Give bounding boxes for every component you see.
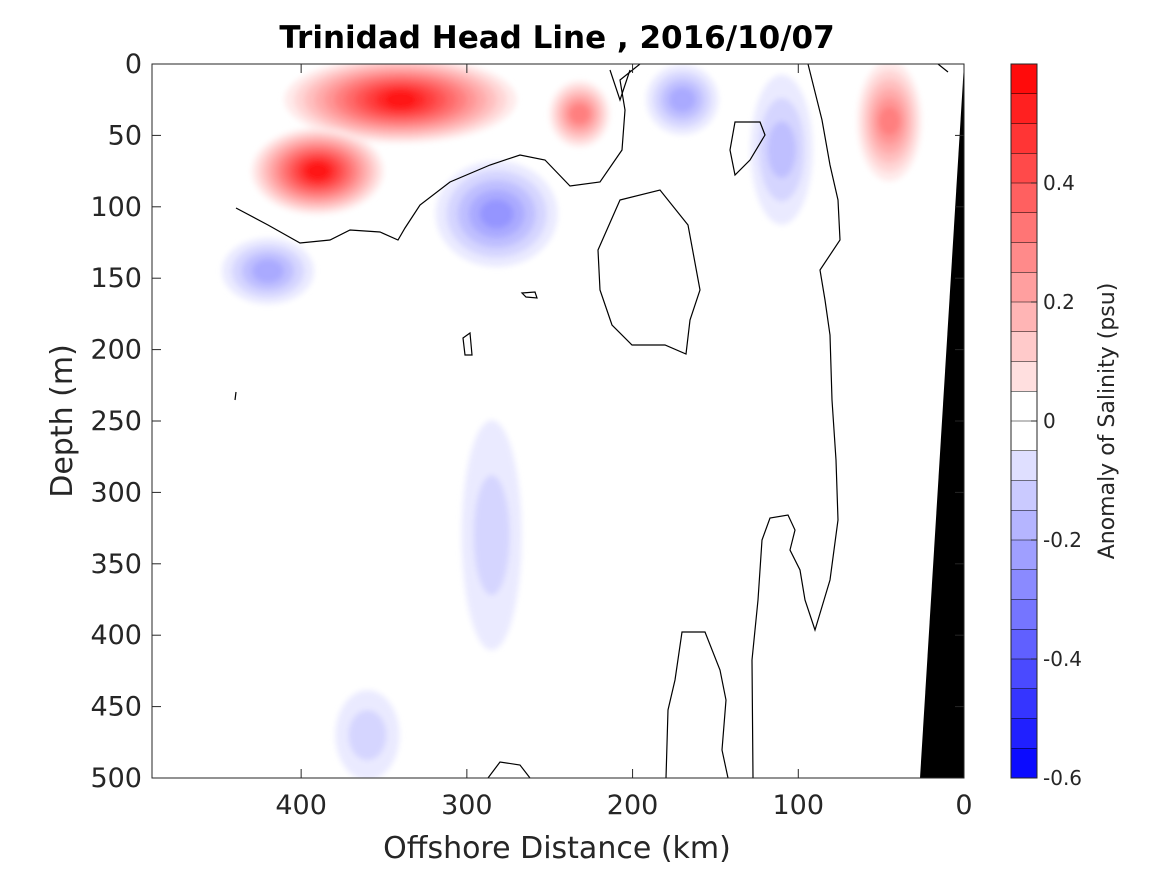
colorbar-swatch	[1011, 569, 1037, 600]
x-axis: 400 300 200 100 0	[275, 64, 973, 821]
colorbar-swatch	[1011, 391, 1037, 422]
anomaly-patch	[348, 710, 387, 761]
colorbar-tick-label: 0	[1043, 409, 1056, 433]
y-tick-label: 150	[90, 263, 142, 294]
zero-contour	[597, 189, 701, 355]
x-tick-label: 0	[955, 790, 972, 821]
colorbar-swatch	[1011, 242, 1037, 273]
x-axis-label: Offshore Distance (km)	[383, 831, 731, 866]
y-tick-label: 50	[108, 120, 142, 151]
colorbar-tick-label: 0.4	[1043, 171, 1075, 195]
y-tick-label: 350	[90, 549, 142, 580]
colorbar-swatch	[1011, 450, 1037, 481]
y-tick-label: 250	[90, 406, 142, 437]
colorbar-swatch	[1011, 480, 1037, 511]
anomaly-patch	[479, 199, 514, 229]
zero-contour	[937, 64, 949, 73]
plot-area	[152, 64, 964, 778]
colorbar-swatch	[1011, 123, 1037, 154]
y-tick-label: 400	[90, 620, 142, 651]
zero-contour	[235, 64, 641, 244]
colorbar-swatch	[1011, 153, 1037, 184]
zero-contour	[487, 761, 531, 778]
colorbar-tick-label: 0.2	[1043, 290, 1075, 314]
colorbar	[1010, 63, 1038, 779]
colorbar-swatch	[1011, 212, 1037, 243]
colorbar-swatch	[1011, 659, 1037, 690]
x-tick-label: 300	[441, 790, 493, 821]
anomaly-patch	[306, 162, 330, 180]
y-tick-label: 300	[90, 477, 142, 508]
colorbar-swatch	[1011, 331, 1037, 362]
colorbar-tick-label: -0.6	[1043, 766, 1082, 790]
anomaly-patch	[767, 121, 797, 179]
anomaly-patch	[668, 87, 696, 113]
colorbar-swatch	[1011, 599, 1037, 630]
x-tick-label: 200	[607, 790, 659, 821]
anomaly-patch	[879, 106, 900, 136]
x-tick-label: 400	[275, 790, 327, 821]
colorbar-tick-label: -0.4	[1043, 647, 1082, 671]
anomaly-field	[222, 64, 922, 778]
seafloor-bathymetry	[920, 64, 964, 778]
y-tick-label: 100	[90, 192, 142, 223]
colorbar-swatch	[1011, 718, 1037, 749]
colorbar-swatch	[1011, 540, 1037, 571]
zero-contour	[665, 631, 729, 778]
colorbar-tick-label: -0.2	[1043, 528, 1082, 552]
zero-contour	[520, 291, 538, 299]
y-tick-label: 500	[90, 763, 142, 794]
colorbar-swatch	[1011, 421, 1037, 452]
colorbar-swatch	[1011, 272, 1037, 303]
y-axis-label: Depth (m)	[45, 344, 80, 498]
colorbar-swatch	[1011, 183, 1037, 214]
zero-contours	[234, 64, 949, 778]
colorbar-swatch	[1011, 93, 1037, 124]
y-tick-label: 0	[125, 49, 142, 80]
colorbar-swatch	[1011, 361, 1037, 392]
x-tick-label: 100	[773, 790, 825, 821]
anomaly-patch	[473, 475, 510, 596]
colorbar-ticks: 0.4 0.2 0 -0.2 -0.4 -0.6	[1031, 171, 1082, 790]
colorbar-label: Anomaly of Salinity (psu)	[1095, 283, 1120, 560]
colorbar-swatch	[1011, 629, 1037, 660]
anomaly-patch	[569, 104, 590, 124]
y-axis: 0 50 100 150 200 250 300 350 400 450 500	[90, 49, 964, 794]
colorbar-swatch	[1011, 510, 1037, 541]
colorbar-swatch	[1011, 64, 1037, 95]
zero-contour	[751, 64, 841, 778]
anomaly-patch	[384, 91, 417, 109]
y-tick-label: 200	[90, 335, 142, 366]
zero-contour	[234, 391, 237, 401]
anomaly-patch	[252, 259, 284, 284]
colorbar-swatch	[1011, 688, 1037, 719]
chart-title: Trinidad Head Line , 2016/10/07	[279, 20, 834, 56]
zero-contour	[609, 69, 631, 102]
zero-contour	[462, 331, 473, 356]
colorbar-swatch	[1011, 748, 1037, 779]
zero-contour	[729, 121, 766, 177]
y-tick-label: 450	[90, 692, 142, 723]
colorbar-swatch	[1011, 302, 1037, 333]
